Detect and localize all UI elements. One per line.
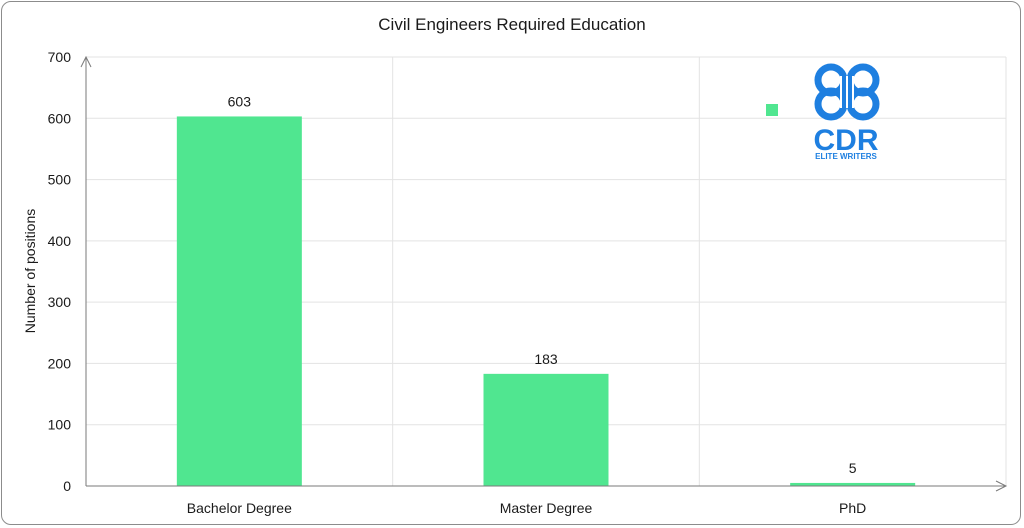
x-tick-label: PhD bbox=[839, 500, 866, 516]
y-tick-label: 400 bbox=[48, 233, 72, 249]
y-tick-label: 600 bbox=[48, 110, 72, 126]
y-tick-label: 300 bbox=[48, 294, 72, 310]
cdr-logo-icon: CDR ELITE WRITERS bbox=[766, 63, 880, 161]
x-tick-label: Bachelor Degree bbox=[187, 500, 292, 516]
bar bbox=[176, 116, 302, 486]
legend-marker bbox=[766, 104, 778, 116]
x-tick-label: Master Degree bbox=[500, 500, 593, 516]
data-label: 183 bbox=[534, 351, 558, 367]
y-tick-label: 500 bbox=[48, 172, 72, 188]
chart-title: Civil Engineers Required Education bbox=[378, 15, 645, 34]
data-label: 603 bbox=[228, 93, 252, 109]
y-tick-label: 100 bbox=[48, 417, 72, 433]
data-label: 5 bbox=[849, 460, 857, 476]
bars: 603 183 5 bbox=[176, 93, 916, 486]
y-tick-label: 700 bbox=[48, 49, 72, 65]
y-axis-label: Number of positions bbox=[22, 209, 38, 334]
logo-text: CDR bbox=[814, 124, 879, 157]
logo-subtext: ELITE WRITERS bbox=[815, 152, 877, 161]
x-axis-arrow bbox=[995, 480, 1008, 492]
axes: 0 100 200 300 400 500 600 700 Bachelor Degree Mas… bbox=[48, 49, 1008, 516]
y-tick-label: 0 bbox=[63, 478, 71, 494]
y-tick-label: 200 bbox=[48, 355, 72, 371]
bar bbox=[790, 482, 916, 486]
bar bbox=[483, 373, 609, 486]
y-axis-arrow bbox=[80, 55, 92, 68]
